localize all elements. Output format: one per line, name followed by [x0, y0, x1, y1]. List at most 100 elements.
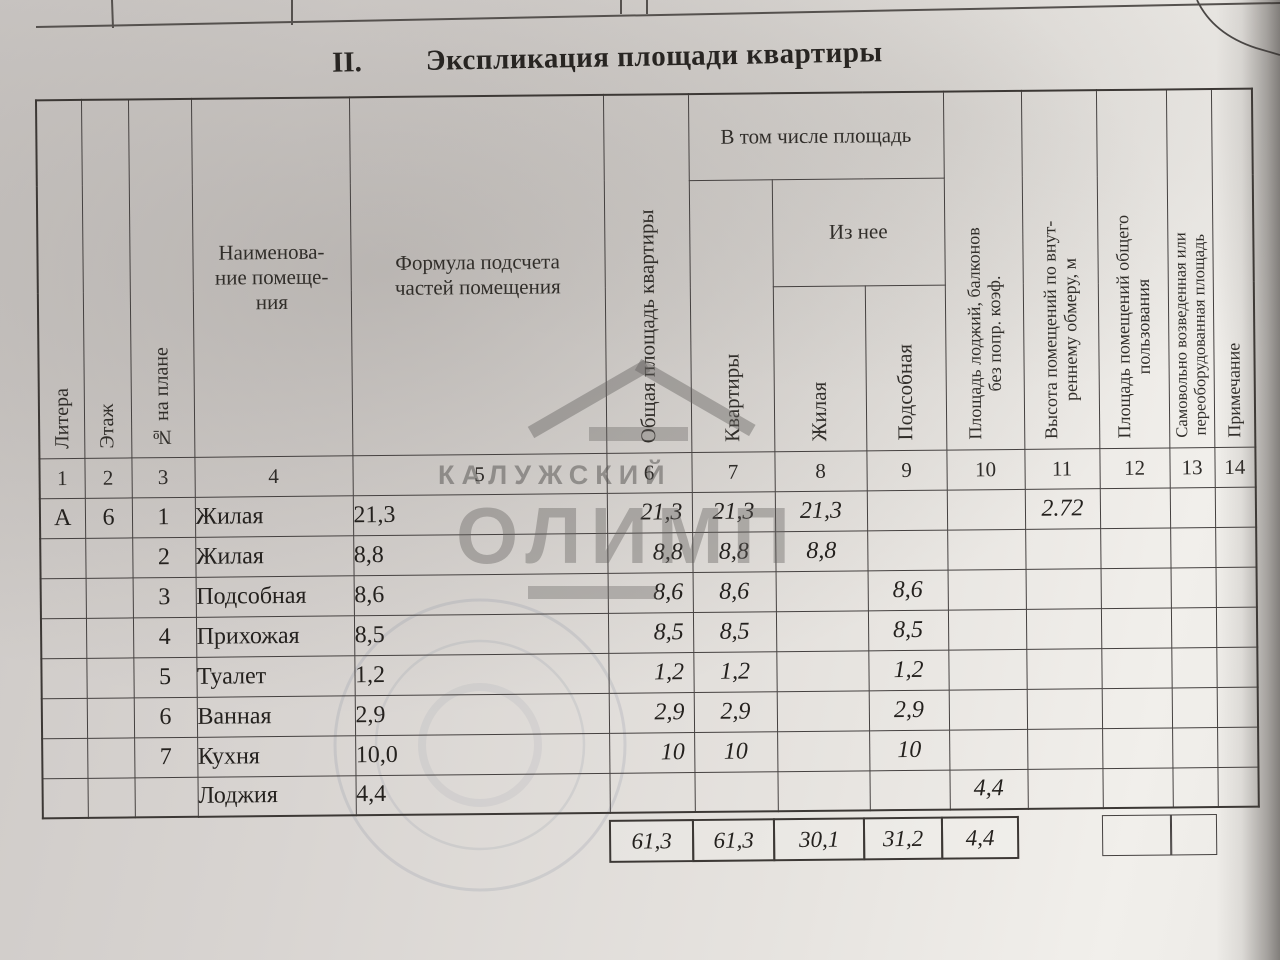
header-including: В том числе площадь	[687, 91, 944, 181]
cell-floor	[86, 697, 135, 738]
cell-loggia-area	[949, 728, 1028, 770]
header-aux: Подсобная	[864, 284, 947, 451]
cell-formula: 8,5	[353, 612, 609, 656]
header-row-1: Литера Этаж № на плане Наименова- ние по…	[35, 88, 1256, 459]
cell-living-area: 21,3	[774, 490, 868, 532]
cell-plan-no: 4	[132, 616, 197, 658]
cell-living-area	[775, 610, 869, 652]
cell-height	[1026, 688, 1103, 729]
column-number: 11	[1024, 448, 1100, 489]
cell-litera	[41, 697, 88, 739]
cell-aux-area	[866, 489, 948, 531]
cell-note	[1216, 646, 1258, 688]
cell-total-area: 21,3	[606, 492, 693, 533]
cell-room-name: Жилая	[195, 535, 354, 577]
header-common-area: Площадь помещений общего пользования	[1095, 89, 1170, 449]
cell-note	[1215, 526, 1257, 568]
cell-room-name: Лоджия	[197, 775, 356, 817]
column-number: 9	[866, 449, 947, 491]
cell-unauthorized	[1171, 647, 1217, 688]
header-loggia-area: Площадь лоджий, балконов без попр. коэф.	[942, 90, 1025, 450]
cell-flat-area: 8,8	[692, 531, 776, 573]
total-total-area: 61,3	[608, 819, 695, 863]
cell-living-area	[777, 770, 870, 812]
cell-loggia-area	[947, 608, 1027, 650]
header-plan-no: № на плане	[127, 98, 195, 458]
cell-common-area	[1100, 567, 1171, 609]
cell-height	[1025, 528, 1101, 569]
header-height: Высота помещений по внут- реннему обмеру…	[1020, 90, 1100, 449]
cell-living-area	[776, 650, 869, 692]
total-aux-area: 31,2	[862, 816, 944, 861]
cell-floor	[85, 537, 133, 578]
column-number: 12	[1099, 447, 1170, 489]
cell-loggia-area	[947, 568, 1026, 610]
cell-plan-no: 2	[132, 536, 196, 578]
cell-living-area	[777, 730, 870, 772]
cell-plan-no: 6	[133, 696, 198, 738]
totals-empty-box	[1101, 814, 1173, 857]
cell-common-area	[1100, 607, 1172, 649]
cell-height	[1026, 648, 1102, 689]
cell-common-area	[1101, 647, 1172, 689]
cell-aux-area	[869, 769, 950, 811]
total-living-area: 30,1	[772, 817, 866, 862]
cell-note	[1215, 606, 1258, 648]
cell-common-area	[1102, 727, 1173, 769]
cell-plan-no: 3	[132, 576, 196, 618]
column-number: 4	[194, 455, 353, 497]
totals-row: 61,3 61,3 30,1 31,2 4,4	[608, 815, 1020, 863]
cell-plan-no: 5	[133, 656, 197, 698]
cell-litera	[42, 737, 88, 779]
cell-floor	[87, 777, 135, 818]
cell-note	[1217, 766, 1259, 808]
cell-unauthorized	[1170, 607, 1217, 648]
cell-aux-area: 8,5	[867, 609, 949, 651]
cell-aux-area: 10	[869, 729, 950, 771]
cell-note	[1217, 726, 1259, 768]
header-living: Жилая	[772, 285, 867, 452]
cell-note	[1214, 486, 1257, 528]
cell-flat-area: 8,5	[692, 611, 777, 653]
totals-empty-box	[1169, 814, 1218, 856]
explication-sheet: Литера Этаж № на плане Наименова- ние по…	[34, 87, 1260, 890]
cell-aux-area: 2,9	[868, 689, 950, 731]
cell-litera	[41, 657, 87, 699]
section-title: II. Экспликация площади квартиры	[332, 33, 1033, 79]
cell-litera	[42, 777, 88, 819]
cell-aux-area: 1,2	[868, 649, 949, 691]
column-number: 14	[1214, 446, 1256, 488]
cell-unauthorized	[1171, 687, 1218, 728]
cell-loggia-area: 4,4	[949, 768, 1028, 810]
column-number: 13	[1169, 447, 1215, 488]
cell-flat-area: 10	[694, 731, 778, 773]
column-number: 8	[774, 450, 867, 492]
cell-room-name: Прихожая	[195, 615, 355, 657]
cell-unauthorized	[1172, 767, 1218, 808]
cell-height: 2.72	[1024, 488, 1101, 529]
cell-loggia-area	[948, 648, 1027, 690]
column-number: 1	[39, 457, 85, 499]
cell-formula: 2,9	[354, 692, 610, 736]
cell-formula: 10,0	[355, 732, 610, 776]
cell-total-area: 1,2	[608, 652, 694, 693]
total-flat-area: 61,3	[691, 818, 776, 863]
cell-total-area: 2,9	[608, 692, 695, 733]
cell-total-area: 10	[609, 732, 695, 773]
total-loggia-area: 4,4	[940, 815, 1020, 860]
cell-plan-no	[134, 776, 198, 818]
cell-room-name: Подсобная	[195, 575, 354, 617]
cell-note	[1215, 566, 1257, 608]
cell-aux-area: 8,6	[867, 569, 948, 611]
cell-floor	[87, 737, 135, 778]
header-unauthorized: Самовольно возведенная или переоборудова…	[1165, 89, 1215, 448]
cell-total-area	[609, 772, 695, 813]
header-room-name: Наименова- ние помеще- ния	[190, 97, 353, 457]
column-number: 2	[84, 457, 132, 498]
cell-formula: 4,4	[355, 772, 610, 816]
header-litera: Литера	[35, 99, 85, 459]
cell-total-area: 8,6	[607, 572, 693, 613]
cell-common-area	[1099, 487, 1171, 529]
cell-aux-area	[867, 529, 948, 571]
